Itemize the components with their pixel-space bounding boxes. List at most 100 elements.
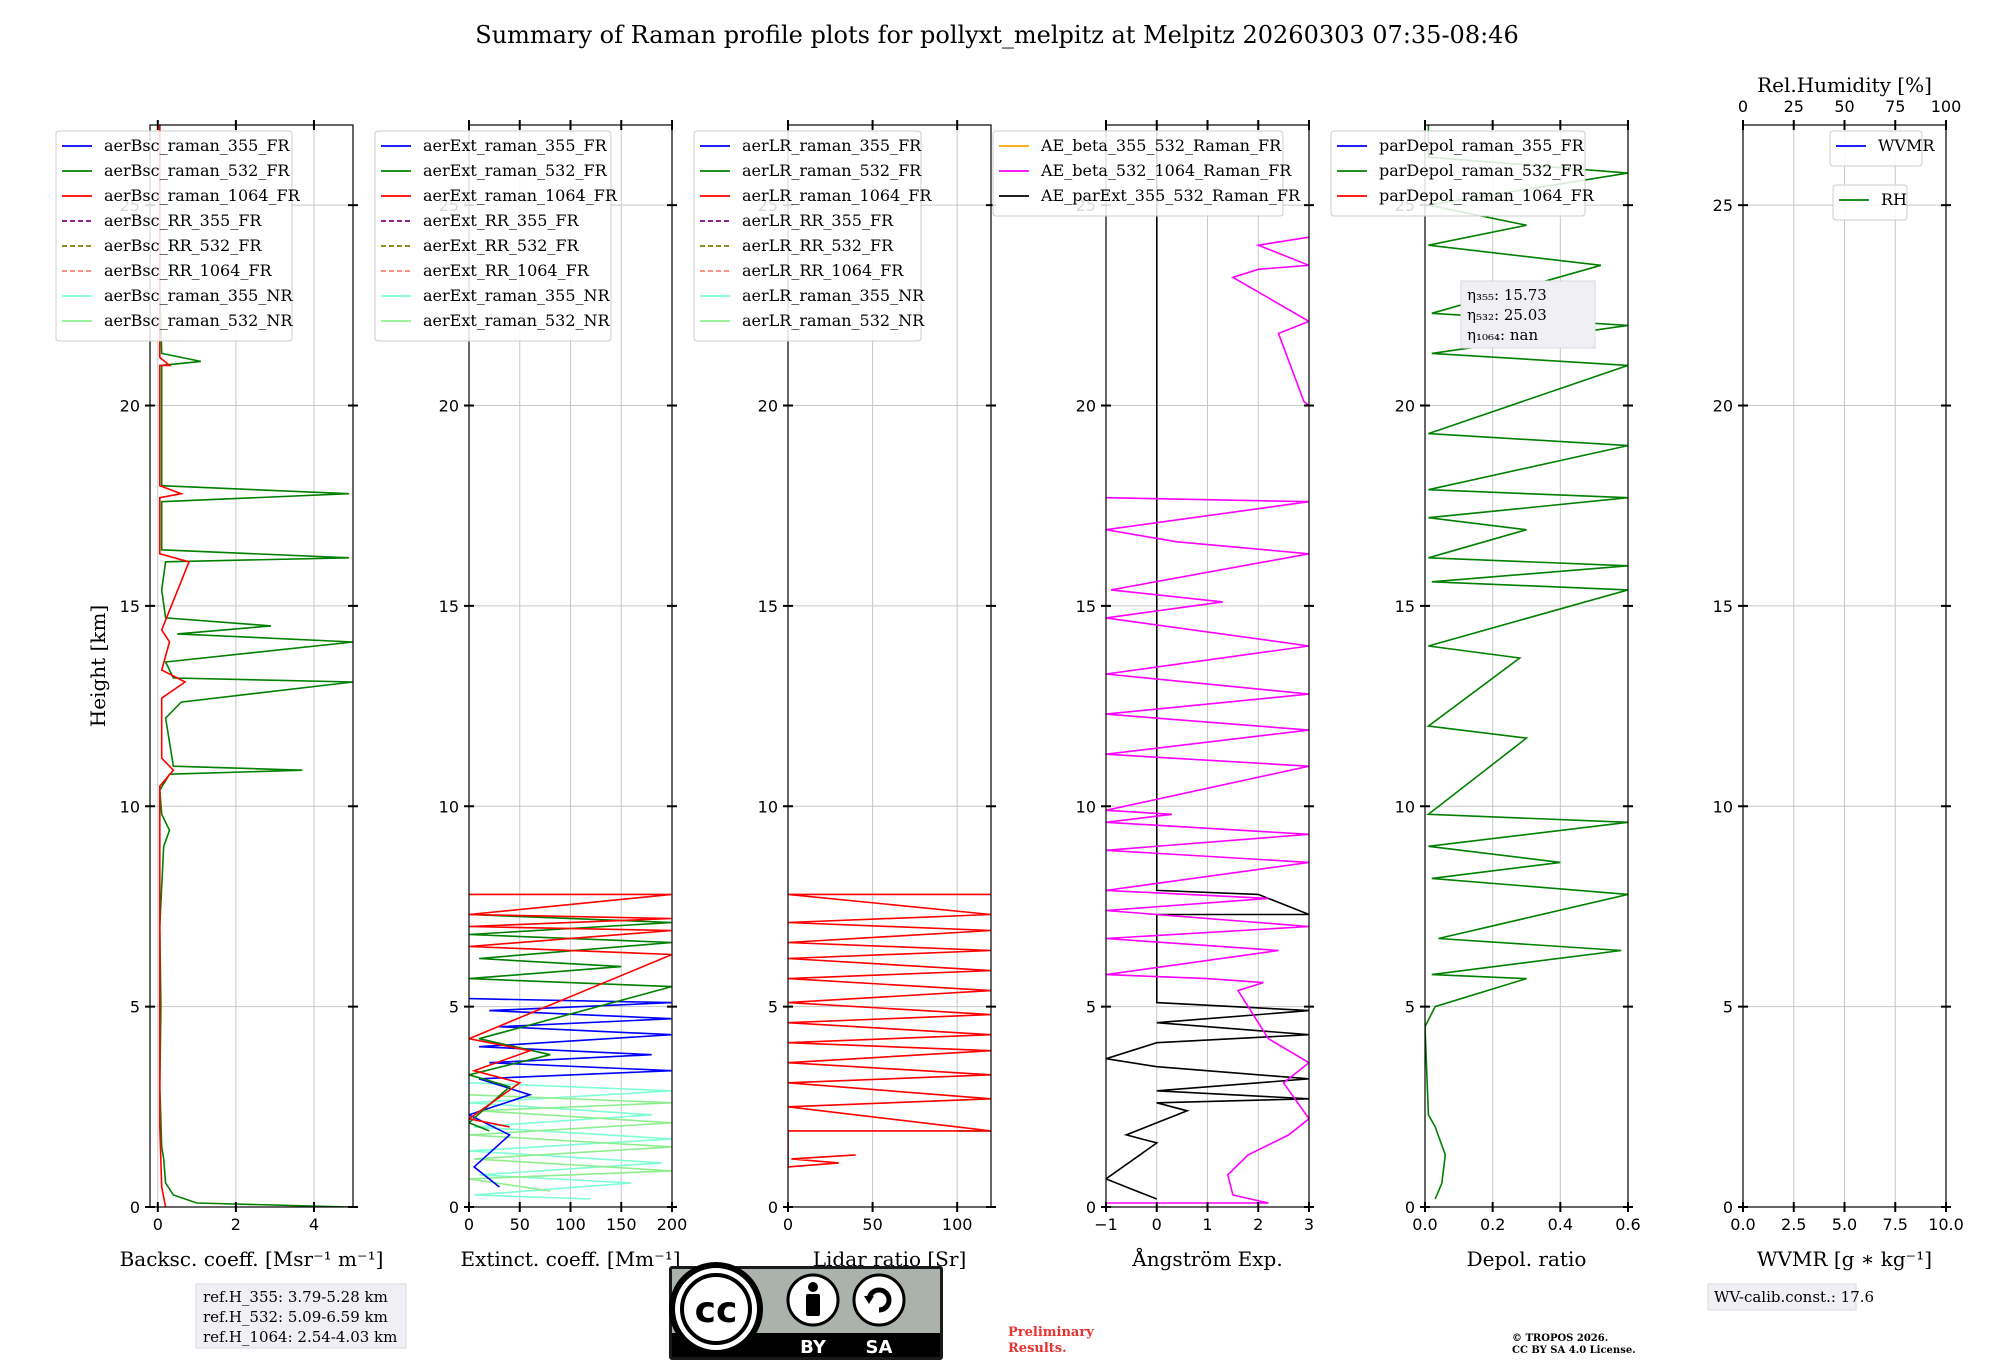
x-tick-label: 0 [783, 1215, 793, 1234]
y-tick-label: 10 [439, 797, 459, 816]
x-axis-label: Backsc. coeff. [Msr⁻¹ m⁻¹] [120, 1247, 384, 1271]
y-tick-label: 10 [1395, 797, 1415, 816]
y-tick-label: 5 [768, 998, 778, 1017]
legend-entry: aerExt_RR_355_FR [423, 211, 580, 230]
legend-entry: parDepol_raman_1064_FR [1379, 186, 1595, 205]
legend-entry: parDepol_raman_355_FR [1379, 136, 1585, 155]
y-tick-label: 5 [1405, 998, 1415, 1017]
legend-entry: aerBsc_RR_355_FR [104, 211, 262, 230]
depol-annotation: η₃₅₅: 15.73 η₅₃₂: 25.03 η₁₀₆₄: nan [1460, 280, 1596, 349]
x-axis-label: Extinct. coeff. [Mm⁻¹] [460, 1247, 680, 1271]
legend-entry: aerExt_RR_1064_FR [423, 261, 590, 280]
legend-entry: AE_beta_355_532_Raman_FR [1040, 136, 1282, 155]
legend-entry: aerBsc_raman_532_FR [104, 161, 290, 180]
x-tick-label: 0 [464, 1215, 474, 1234]
y-tick-label: 15 [1395, 597, 1415, 616]
ref-h-532: ref.H_532: 5.09-6.59 km [203, 1308, 388, 1326]
axes-frame [1424, 124, 1629, 1208]
legend: aerExt_raman_355_FR aerExt_raman_532_FRae… [374, 130, 618, 342]
y-tick-label: 20 [1713, 397, 1733, 416]
ref-height-box: ref.H_355: 3.79-5.28 km ref.H_532: 5.09-… [195, 1283, 407, 1349]
y-tick-label: 25 [1713, 196, 1733, 215]
legend-entry: WVMR [1878, 136, 1935, 155]
series-line-aerExt_raman_355_NR [469, 1082, 672, 1200]
x-tick-label: 2 [1253, 1215, 1263, 1234]
legend: WVMR [1829, 130, 1935, 167]
y-tick-label: 15 [1076, 597, 1096, 616]
y-tick-label: 20 [1076, 397, 1096, 416]
panel-ext: 0510152025050100150200Extinct. coeff. [M… [374, 120, 688, 1271]
x-tick-label: 2.5 [1781, 1215, 1806, 1234]
top-x-tick-label: 25 [1784, 97, 1804, 116]
y-axis-label: Height [km] [86, 605, 110, 727]
top-x-axis-label: Rel.Humidity [%] [1757, 73, 1932, 97]
x-tick-label: 0 [153, 1215, 163, 1234]
series-line-parDepol_raman_532_FR [1425, 125, 1628, 1200]
y-tick-label: 20 [1395, 397, 1415, 416]
top-x-tick-label: 75 [1885, 97, 1905, 116]
legend: AE_beta_355_532_Raman_FR AE_beta_532_1064… [992, 130, 1301, 217]
ref-h-355: ref.H_355: 3.79-5.28 km [203, 1288, 388, 1306]
copyright-line-2: CC BY SA 4.0 License. [1512, 1345, 1636, 1356]
series-line-AE_beta_532_1064_Raman_FR [1106, 496, 1309, 1204]
series-line-aerExt_raman_355_FR [469, 997, 672, 1188]
y-tick-label: 15 [758, 597, 778, 616]
legend-entry: aerBsc_RR_532_FR [104, 236, 262, 255]
y-tick-label: 10 [1076, 797, 1096, 816]
sa-label: SA [866, 1337, 893, 1358]
y-tick-label: 0 [449, 1198, 459, 1217]
legend-entry: AE_parExt_355_532_Raman_FR [1040, 186, 1301, 205]
annotation-line: η₅₃₂: 25.03 [1467, 306, 1547, 324]
legend-entry: aerBsc_raman_532_NR [104, 311, 293, 330]
x-tick-label: 100 [555, 1215, 586, 1234]
legend-entry: aerExt_raman_355_FR [423, 136, 608, 155]
x-tick-label: 0.0 [1730, 1215, 1755, 1234]
y-tick-label: 15 [439, 597, 459, 616]
axes-frame [149, 124, 354, 1208]
y-tick-label: 0 [768, 1198, 778, 1217]
legend-entry: aerBsc_raman_1064_FR [104, 186, 301, 205]
y-tick-label: 0 [1405, 1198, 1415, 1217]
y-tick-label: 5 [449, 998, 459, 1017]
x-axis-label: Depol. ratio [1467, 1247, 1587, 1271]
by-label: BY [800, 1337, 827, 1358]
top-x-tick-label: 100 [1931, 97, 1962, 116]
y-tick-label: 5 [1723, 998, 1733, 1017]
series-group [1425, 125, 1628, 1200]
x-tick-label: 0.0 [1412, 1215, 1437, 1234]
legend-entry: aerLR_raman_532_NR [742, 311, 925, 330]
x-tick-label: 50 [862, 1215, 882, 1234]
x-tick-label: 10.0 [1928, 1215, 1964, 1234]
legend-frame [1829, 130, 1923, 167]
x-tick-label: 0.6 [1615, 1215, 1640, 1234]
y-tick-label: 0 [130, 1198, 140, 1217]
preliminary-line-1: Preliminary [1008, 1325, 1094, 1340]
series-group [469, 893, 672, 1200]
x-tick-label: 0.2 [1480, 1215, 1505, 1234]
legend-entry: aerExt_raman_1064_FR [423, 186, 618, 205]
cc-text: cc [695, 1290, 738, 1331]
legend-entry: aerExt_raman_532_FR [423, 161, 608, 180]
series-line-AE_parExt_355_532_Raman_FR [1106, 125, 1309, 1200]
y-tick-label: 20 [120, 397, 140, 416]
legend-entry: aerLR_RR_355_FR [742, 211, 894, 230]
series-group [788, 893, 991, 1168]
x-axis-label: Ångström Exp. [1131, 1246, 1282, 1271]
legend-entry: AE_beta_532_1064_Raman_FR [1040, 161, 1292, 180]
figure-title: Summary of Raman profile plots for polly… [475, 21, 1518, 49]
panel-bsc: 0510152025024Backsc. coeff. [Msr⁻¹ m⁻¹]a… [55, 120, 384, 1271]
legend-entry: aerLR_RR_532_FR [742, 236, 894, 255]
annotation-line: η₁₀₆₄: nan [1467, 326, 1538, 344]
legend-frame [55, 130, 293, 342]
x-tick-label: 150 [606, 1215, 637, 1234]
x-tick-label: −1 [1094, 1215, 1118, 1234]
wv-calib-const: WV-calib.const.: 17.6 [1714, 1288, 1874, 1306]
series-group [1106, 125, 1309, 1204]
series-line-AE_beta_532_1064_Raman_FR_upper [1230, 236, 1309, 407]
legend-entry: aerExt_raman_355_NR [423, 286, 611, 305]
x-tick-label: 7.5 [1883, 1215, 1908, 1234]
legend-entry: aerBsc_raman_355_NR [104, 286, 293, 305]
x-tick-label: 200 [657, 1215, 688, 1234]
legend-entry: aerBsc_raman_355_FR [104, 136, 290, 155]
